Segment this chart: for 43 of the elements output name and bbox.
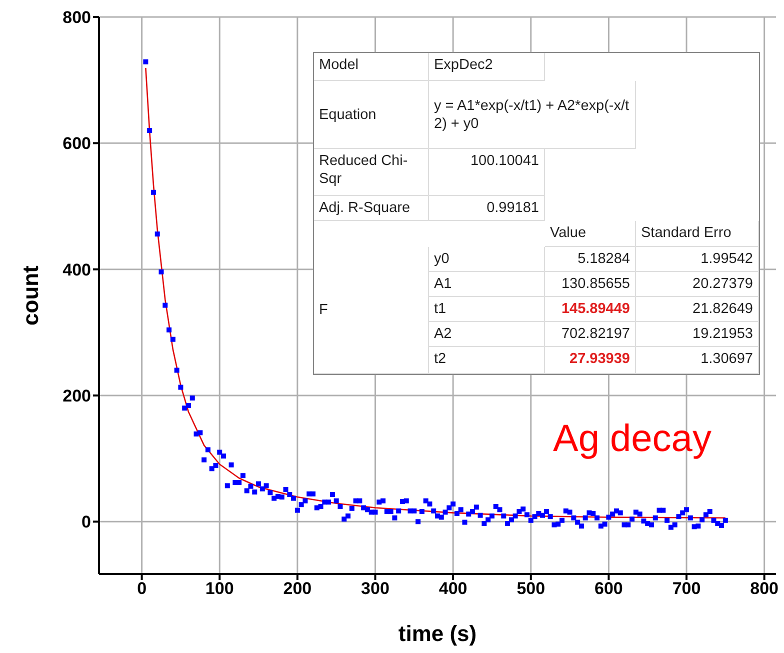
annotation: ExpDec2 xyxy=(434,56,493,74)
annotation: t2 xyxy=(434,350,446,368)
y-axis-title: count xyxy=(18,264,43,326)
x-tick-label: 100 xyxy=(205,579,234,598)
annotation: y = A1*exp(-x/t1) + A2*exp(-x/t2) + y0 xyxy=(434,96,630,132)
annotation: y0 xyxy=(434,250,450,268)
annotation: 20.27379 xyxy=(692,275,753,293)
annotation: Equation xyxy=(319,106,376,124)
x-tick-label: 800 xyxy=(750,579,779,598)
annotation: 702.82197 xyxy=(561,325,630,343)
y-tick-label: 800 xyxy=(62,8,91,28)
x-tick-label: 0 xyxy=(137,579,147,598)
annotation: 19.21953 xyxy=(692,325,753,343)
x-tick-label: 500 xyxy=(516,579,546,598)
annotation: F xyxy=(319,301,328,319)
annotation: Standard Erro xyxy=(641,224,732,242)
annotation: 145.89449 xyxy=(561,300,630,318)
y-tick-label: 0 xyxy=(82,512,91,532)
y-tick-label: 200 xyxy=(62,386,91,406)
annotation: 1.99542 xyxy=(700,250,753,268)
x-tick-label: 300 xyxy=(361,579,390,598)
annotation: 21.82649 xyxy=(692,300,753,318)
x-tick-label: 400 xyxy=(438,579,468,598)
annotation: 5.18284 xyxy=(578,250,630,268)
y-tick-label: 400 xyxy=(62,260,91,280)
annotation: Ag decay xyxy=(553,418,712,461)
annotation: 100.10041 xyxy=(470,152,539,170)
x-axis-title: time (s) xyxy=(398,621,477,646)
annotation: Reduced Chi-Sqr xyxy=(319,152,409,188)
annotation: 130.85655 xyxy=(561,275,630,293)
x-tick-label: 200 xyxy=(283,579,312,598)
annotation: Value xyxy=(550,224,586,242)
annotation: A2 xyxy=(434,325,452,343)
x-tick-label: 600 xyxy=(594,579,623,598)
annotation: 1.30697 xyxy=(700,350,753,368)
annotation: Model xyxy=(319,56,358,74)
annotation: 27.93939 xyxy=(570,350,630,368)
annotation: A1 xyxy=(434,275,452,293)
annotation: t1 xyxy=(434,300,446,318)
annotation: Adj. R-Square xyxy=(319,199,410,217)
annotation: 0.99181 xyxy=(486,199,539,217)
y-tick-label: 600 xyxy=(62,134,91,154)
x-tick-label: 700 xyxy=(672,579,701,598)
